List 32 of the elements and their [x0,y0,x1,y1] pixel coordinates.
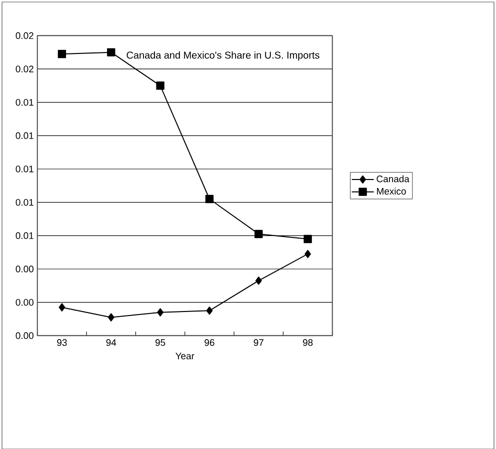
y-tick-label: 0.01 [16,232,34,239]
legend-label: Canada [376,175,410,182]
point [205,194,214,203]
y-tick-label: 0.00 [16,332,34,339]
point [156,81,164,90]
x-tick-label: 97 [254,339,264,346]
point [254,230,263,238]
x-tick-label: 94 [106,339,116,346]
point [157,308,164,316]
point [304,234,312,243]
point [255,276,262,285]
x-tick-label: 98 [302,339,313,346]
x-axis-title: Year [176,352,194,360]
point [108,313,114,322]
y-tick-label: 0.01 [16,166,34,172]
y-tick-label: 0.00 [16,298,34,306]
y-tick-label: 0.01 [16,198,34,206]
x-tick-label: 95 [155,339,166,346]
text: Canada and Mexico's Share in U.S. Imports [126,51,320,60]
point [58,303,66,312]
y-tick-label: 0.02 [16,32,34,39]
y-tick-label: 0.01 [16,132,34,139]
y-tick-label: 0.00 [16,266,34,272]
point [107,48,116,56]
y-tick-label: 0.01 [16,98,34,106]
y-tick-label: 0.02 [16,65,34,72]
legend-label: Mexico [377,188,406,194]
point [304,250,311,258]
x-tick-label: 96 [204,339,214,346]
point [206,306,213,315]
point [58,50,66,58]
x-tick-label: 93 [57,339,67,346]
